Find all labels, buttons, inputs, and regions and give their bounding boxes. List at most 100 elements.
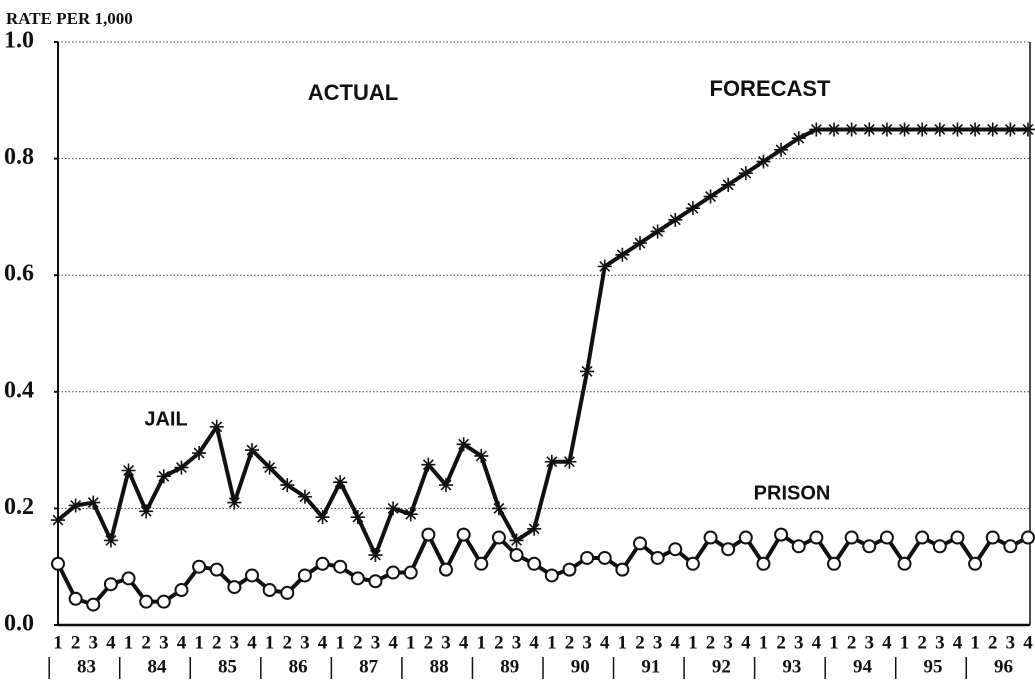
marker <box>103 577 118 592</box>
marker <box>245 443 259 458</box>
marker <box>403 507 418 522</box>
annotation: FORECAST <box>710 76 832 101</box>
marker <box>509 548 524 563</box>
marker <box>174 583 189 598</box>
x-tick-label: 2 <box>424 632 434 653</box>
marker <box>227 580 242 595</box>
marker <box>668 542 683 557</box>
x-tick-label: 4 <box>812 632 822 653</box>
line <box>56 127 1028 558</box>
marker <box>86 495 101 510</box>
marker <box>685 556 700 571</box>
x-tick-label: 4 <box>459 632 469 653</box>
marker <box>985 122 1000 137</box>
marker <box>950 530 965 545</box>
marker <box>209 419 224 434</box>
marker <box>721 542 736 557</box>
marker <box>192 446 207 461</box>
marker <box>544 568 559 583</box>
marker <box>791 539 806 554</box>
marker <box>350 571 365 586</box>
marker <box>985 530 1000 545</box>
x-tick-label: 2 <box>706 632 716 653</box>
marker <box>439 562 453 577</box>
x-tick-label: 4 <box>247 632 257 653</box>
x-tick-label: 3 <box>794 632 804 653</box>
x-tick-label: 4 <box>600 632 610 653</box>
x-tick-label: 2 <box>847 632 857 653</box>
marker <box>421 527 436 542</box>
marker <box>403 565 418 580</box>
x-tick-label: 4 <box>388 632 398 653</box>
marker <box>227 495 242 510</box>
marker <box>192 559 207 574</box>
marker <box>103 533 118 548</box>
marker <box>368 574 383 589</box>
year-label: 86 <box>289 656 308 677</box>
x-tick-label: 3 <box>935 632 945 653</box>
year-label: 84 <box>148 656 168 677</box>
year-label: 87 <box>359 656 379 677</box>
marker <box>509 533 524 548</box>
x-tick-label: 4 <box>882 632 892 653</box>
marker <box>650 224 665 239</box>
marker <box>633 536 647 551</box>
marker <box>456 437 471 452</box>
x-tick-label: 1 <box>265 632 275 653</box>
marker <box>580 364 595 379</box>
marker <box>315 556 330 571</box>
x-tick-label: 2 <box>141 632 151 653</box>
marker <box>597 259 612 274</box>
y-axis-label: RATE PER 1,000 <box>6 9 133 28</box>
x-tick-label: 3 <box>230 632 240 653</box>
marker <box>280 585 295 600</box>
x-tick-label: 1 <box>688 632 698 653</box>
x-tick-label: 4 <box>106 632 116 653</box>
year-label: 85 <box>218 656 237 677</box>
year-label: 96 <box>994 656 1013 677</box>
x-tick-label: 1 <box>829 632 839 653</box>
marker <box>51 513 65 528</box>
marker <box>121 571 136 586</box>
marker <box>544 454 559 469</box>
x-tick-label: 2 <box>565 632 575 653</box>
x-tick-label: 3 <box>159 632 169 653</box>
y-tick-label: 1.0 <box>4 28 34 54</box>
marker <box>932 122 947 137</box>
x-tick-label: 4 <box>177 632 187 653</box>
marker <box>1003 539 1018 554</box>
x-tick-label: 1 <box>547 632 557 653</box>
marker <box>597 550 612 565</box>
year-label: 91 <box>641 656 660 677</box>
x-tick-label: 2 <box>494 632 504 653</box>
year-label: 92 <box>712 656 731 677</box>
marker <box>156 469 171 484</box>
marker <box>862 539 877 554</box>
marker <box>915 122 930 137</box>
y-tick-label: 0.2 <box>4 494 34 520</box>
year-label: 88 <box>430 656 449 677</box>
marker <box>156 594 171 609</box>
marker <box>1003 122 1018 137</box>
marker <box>297 568 312 583</box>
x-tick-label: 2 <box>283 632 293 653</box>
annotation: PRISON <box>754 482 831 504</box>
x-tick-label: 2 <box>212 632 222 653</box>
x-tick-label: 4 <box>1023 632 1033 653</box>
x-tick-label: 1 <box>900 632 910 653</box>
marker <box>774 527 789 542</box>
annotation: ACTUAL <box>308 80 398 105</box>
marker <box>809 530 824 545</box>
marker <box>297 489 312 504</box>
x-tick-label: 2 <box>635 632 645 653</box>
x-tick-label: 3 <box>653 632 663 653</box>
x-tick-label: 1 <box>618 632 628 653</box>
marker <box>703 530 718 545</box>
marker <box>527 556 542 571</box>
x-tick-label: 1 <box>124 632 134 653</box>
marker <box>809 122 824 137</box>
marker <box>633 236 647 251</box>
marker <box>474 448 489 463</box>
y-tick-label: 0.0 <box>4 611 34 637</box>
marker <box>897 556 912 571</box>
